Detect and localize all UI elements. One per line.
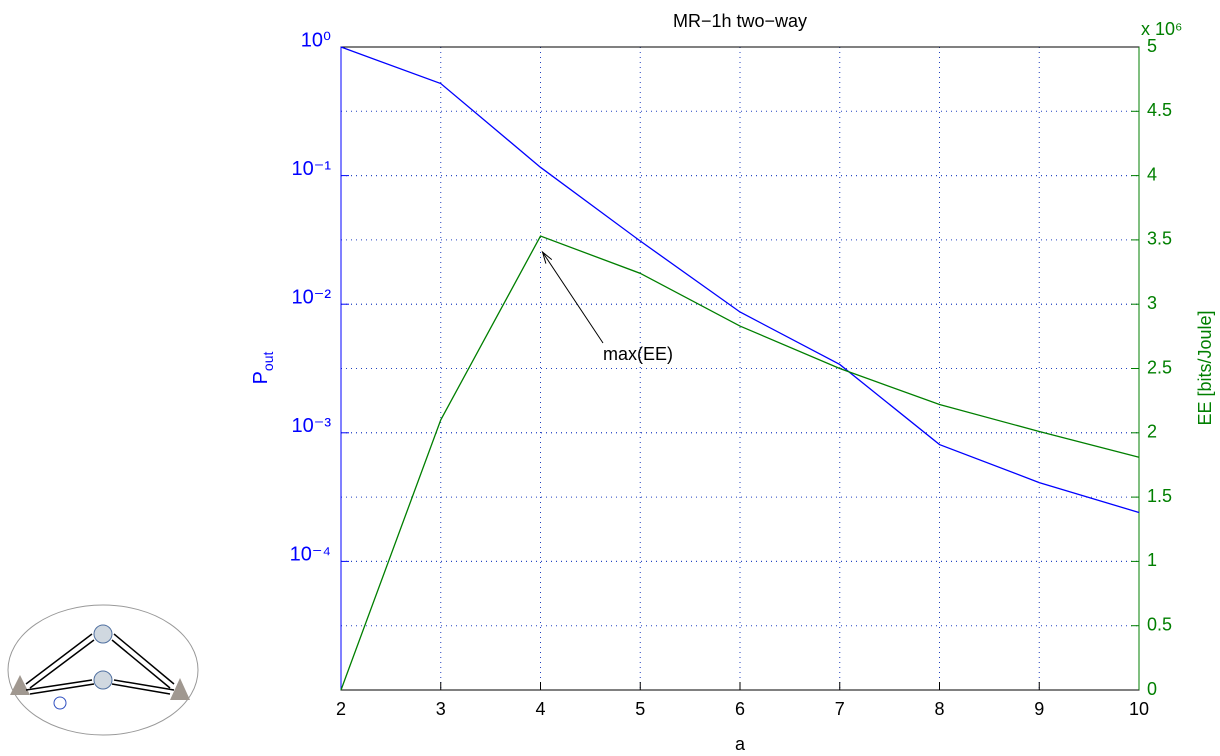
x-tick-label: 5	[635, 699, 645, 719]
y2-multiplier: x 10⁶	[1141, 19, 1182, 39]
annotation-arrowhead	[541, 250, 553, 264]
y2-tick-label: 0	[1147, 679, 1157, 699]
y2-tick-label: 4.5	[1147, 100, 1172, 120]
x-tick-label: 3	[436, 699, 446, 719]
y2-tick-label: 5	[1147, 36, 1157, 56]
y2-tick-label: 1.5	[1147, 486, 1172, 506]
y-axis-label-sub: out	[260, 351, 276, 371]
y-axis-label: Pout	[250, 351, 275, 384]
x-tick-label: 2	[336, 699, 346, 719]
inset-diagram	[7, 604, 199, 736]
y-tick-label: 10⁻³	[292, 415, 332, 437]
x-tick-label: 4	[535, 699, 545, 719]
x-tick-label: 6	[735, 699, 745, 719]
y2-tick-label: 3.5	[1147, 229, 1172, 249]
y2-tick-label: 0.5	[1147, 614, 1172, 634]
y2-tick-label: 2	[1147, 422, 1157, 442]
y2-axis-label: EE [bits/Joule]	[1195, 310, 1215, 425]
y2-tick-label: 3	[1147, 293, 1157, 313]
series-line	[340, 46, 1140, 514]
y2-tick-label: 1	[1147, 550, 1157, 570]
x-tick-label: 9	[1034, 699, 1044, 719]
chart-title: MR−1h two−way	[673, 11, 807, 31]
x-tick-label: 8	[934, 699, 944, 719]
x-tick-label: 7	[835, 699, 845, 719]
y-axis-label-main: P	[250, 371, 272, 384]
x-axis-label: a	[735, 734, 746, 754]
y-tick-label: 10⁻⁴	[290, 544, 331, 566]
series-line	[340, 235, 1140, 691]
y-tick-label: 10⁻¹	[292, 158, 332, 180]
plot-frame	[340, 46, 1140, 691]
x-tick-label: 10	[1129, 699, 1149, 719]
y-tick-label: 10⁻²	[292, 286, 332, 308]
y-tick-label: 10⁰	[301, 29, 331, 51]
y2-tick-label: 2.5	[1147, 357, 1172, 377]
annotation: max(EE)	[603, 344, 673, 364]
annotation-arrow	[542, 251, 604, 344]
y2-tick-label: 4	[1147, 164, 1157, 184]
